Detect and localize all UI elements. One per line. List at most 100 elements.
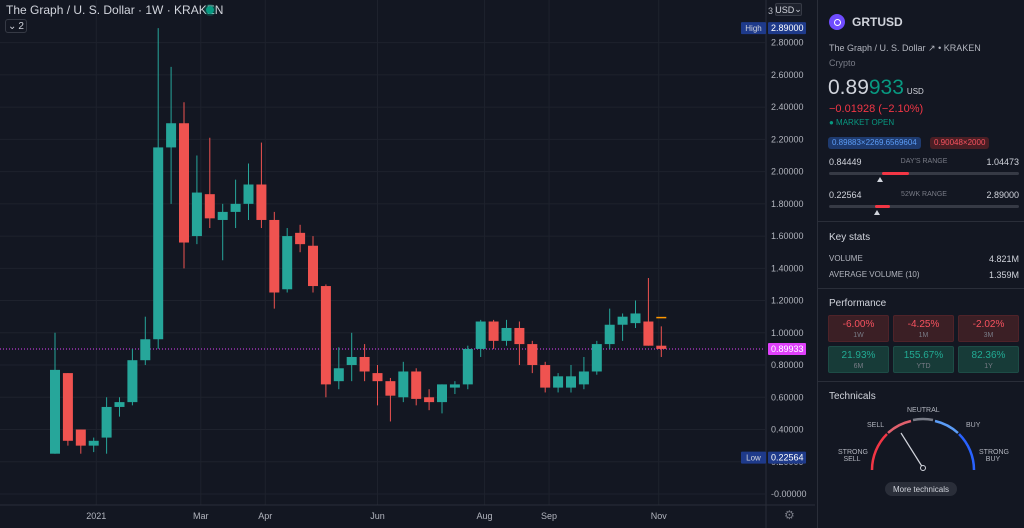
currency-label: USD — [775, 4, 795, 15]
gauge-strong-buy-arc — [958, 433, 976, 471]
symbol-name: GRTUSD — [852, 15, 903, 29]
days-range-marker-icon — [877, 177, 884, 182]
candle-body — [630, 313, 641, 324]
candle-body — [501, 327, 512, 341]
candle-body — [217, 211, 228, 220]
candle-body — [88, 440, 99, 446]
performance-value: -6.00% — [842, 318, 875, 330]
y-tick-label: 2.00000 — [771, 167, 804, 177]
indicators-toggle-button[interactable]: ⌄ 2 — [5, 19, 27, 33]
candle-body — [540, 365, 551, 388]
candle-body — [553, 376, 564, 388]
performance-cell-1y: 82.36% 1Y — [958, 346, 1019, 373]
gauge-needle — [900, 432, 924, 469]
performance-period: 1M — [918, 331, 929, 339]
candle-body — [462, 348, 473, 385]
low-label: Low — [746, 454, 761, 463]
technicals-gauge[interactable]: NEUTRAL SELL BUY STRONG SELL STRONG BUY — [818, 402, 1024, 492]
high-value-bg — [768, 22, 806, 35]
more-technicals-button[interactable]: More technicals — [885, 482, 957, 496]
technicals-title: Technicals — [829, 391, 876, 402]
gauge-pivot — [920, 465, 926, 471]
low-value: 0.22564 — [771, 453, 804, 463]
gauge-neutral-label: NEUTRAL — [907, 407, 940, 414]
candle-body — [424, 397, 435, 403]
performance-period: 1Y — [984, 362, 993, 370]
52wk-range-low: 0.22564 — [829, 190, 862, 200]
candle-body — [269, 219, 280, 293]
graph-logo-icon — [829, 14, 845, 30]
price-main: 0.89 — [828, 76, 869, 99]
performance-value: -2.02% — [972, 318, 1005, 330]
currency-select[interactable]: USD ⌄ — [775, 3, 802, 16]
52wk-range-marker-icon — [873, 210, 880, 215]
candle-body — [333, 368, 344, 382]
candle-body — [308, 245, 318, 287]
x-tick-label: Aug — [477, 511, 493, 521]
x-tick-label: 2021 — [86, 511, 106, 521]
candle-body — [140, 339, 151, 361]
candle-body — [514, 327, 525, 345]
days-range-high: 1.04473 — [986, 157, 1019, 167]
axis-top-label: 3 — [768, 6, 774, 16]
chart-area[interactable]: 2.80000 2.60000 2.40000 2.20000 2.00000 1.800… — [0, 0, 815, 528]
ask-badge: 0.90048×2000 — [930, 137, 990, 149]
avg-volume-value: 1.359M — [988, 270, 1019, 280]
performance-value: -4.25% — [907, 318, 940, 330]
y-tick-label: 1.60000 — [771, 231, 804, 241]
performance-title: Performance — [829, 298, 887, 309]
key-stats-title: Key stats — [829, 232, 871, 243]
candle-body — [346, 356, 357, 366]
volume-value: 4.821M — [988, 254, 1019, 264]
gauge-sell-arc — [887, 419, 912, 434]
y-tick-label: 2.20000 — [771, 134, 804, 144]
high-label: High — [745, 24, 761, 33]
indicator-count: 2 — [18, 20, 24, 32]
y-tick-label: 0.40000 — [771, 425, 804, 435]
y-tick-label: 2.80000 — [771, 38, 804, 48]
candle-body — [449, 384, 460, 388]
performance-period: 1W — [853, 331, 864, 339]
candle-body — [437, 384, 447, 403]
y-tick-label: 1.40000 — [771, 263, 804, 273]
x-tick-label: Apr — [258, 511, 272, 521]
low-label-bg — [741, 451, 766, 464]
symbol-description[interactable]: The Graph / U. S. Dollar ↗ • KRAKEN — [829, 43, 981, 53]
divider — [818, 288, 1024, 289]
live-status-icon — [206, 6, 214, 14]
performance-period: 3M — [983, 331, 994, 339]
volume-label: VOLUME — [829, 254, 863, 263]
y-tick-label: 1.80000 — [771, 199, 804, 209]
candle-body — [411, 371, 422, 399]
candle-body — [256, 184, 267, 220]
candle-body — [591, 344, 602, 372]
performance-period: 6M — [853, 362, 864, 370]
x-tick-label: Nov — [651, 511, 668, 521]
last-price-badge-bg — [768, 343, 806, 356]
performance-grid: -6.00% 1W -4.25% 1M -2.02% 3M 21.93% 6M 155.67% Y… — [828, 315, 1020, 373]
candle-body — [617, 316, 628, 325]
price-accent: 933 — [868, 76, 904, 99]
candle-body — [243, 184, 254, 204]
chart-title: The Graph / U. S. Dollar · 1W · KRAKEN — [6, 3, 224, 17]
high-value: 2.89000 — [771, 23, 804, 33]
performance-cell-1m: -4.25% 1M — [893, 315, 954, 342]
52wk-range-label: 52WK RANGE — [901, 191, 947, 198]
y-tick-label: 2.40000 — [771, 102, 804, 112]
gauge-buy-arc — [934, 419, 959, 434]
last-price-badge: 0.89933 — [771, 344, 804, 354]
candle-body — [204, 194, 215, 219]
gauge-sell-label: SELL — [867, 422, 885, 429]
candle-body — [191, 192, 202, 237]
y-tick-label: 1.20000 — [771, 296, 804, 306]
performance-value: 21.93% — [841, 349, 876, 361]
price-chart[interactable]: 2.80000 2.60000 2.40000 2.20000 2.00000 1.800… — [0, 0, 815, 528]
candle-body — [643, 321, 654, 346]
symbol-header[interactable]: GRTUSD — [829, 14, 903, 30]
candle-body — [127, 360, 138, 403]
volume-row: VOLUME 4.821M — [829, 254, 1019, 264]
gear-icon[interactable]: ⚙ — [784, 508, 795, 522]
gauge-strong-buy-label: STRONG BUY — [979, 449, 1009, 463]
last-price: 0.89933 USD — [828, 76, 924, 100]
candle-body — [527, 344, 538, 366]
